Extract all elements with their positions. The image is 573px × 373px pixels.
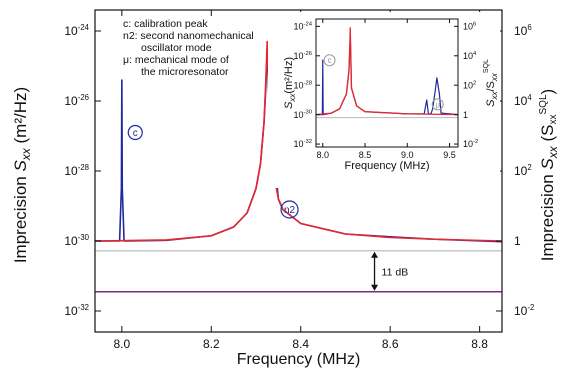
inset-annotation-circle [323,54,336,67]
x-axis-label: Frequency (MHz) [237,351,361,368]
y-tick-label-right: 1 [463,110,468,120]
y-tick-label-right: 10-2 [463,139,478,149]
inset-y-axis-label-left: Sxx(m²/Hz) [283,57,297,109]
y-tick-label-left: 10-26 [294,51,312,61]
x-tick-label: 8.2 [203,337,220,351]
x-tick-label: 8.6 [382,337,399,351]
y-tick-label-right: 10-2 [514,303,534,318]
series-line-1 [94,40,503,242]
annotation-label: n2 [284,205,296,216]
y-tick-label-right: 106 [463,21,476,31]
y-tick-label-left: 10-30 [294,110,313,120]
y-tick-label-left: 10-32 [64,303,89,318]
y-tick-label-right: 106 [514,23,532,38]
arrow-head-up [371,251,379,258]
y-tick-label-right: 102 [514,163,532,178]
arrow-head-down [371,284,379,291]
y-tick-label-right: 104 [514,93,532,108]
y-tick-label-left: 10-30 [64,233,89,248]
legend-text-line: the microresonator [141,66,229,78]
x-tick-label: 9.0 [401,150,414,160]
x-tick-label: 8.4 [292,337,309,351]
y-tick-label-left: 10-28 [64,163,89,178]
y-tick-label-right: 102 [463,80,476,90]
y-tick-label-right: 104 [463,51,477,61]
x-tick-label: 8.0 [113,337,130,351]
y-tick-label-left: 10-24 [64,23,89,38]
annotation-circle [280,200,299,219]
x-axis-label: Frequency (MHz) [345,160,430,172]
plot-frame [315,18,459,148]
inset-annotation-label: μ [435,100,440,109]
x-tick-label: 8.8 [471,337,488,351]
y-tick-label-left: 10-28 [294,80,312,90]
y-axis-label-right: Imprecision Sxx (SxxSQL) [538,89,560,261]
legend-text-line: c: calibration peak [123,18,208,30]
x-tick-label: 8.5 [359,150,372,160]
inset-annotation-circle [431,98,444,111]
y-tick-label-left: 10-26 [64,93,89,108]
legend-text-line: oscillator mode [141,42,212,54]
y-tick-label-left: 10-24 [294,21,313,31]
legend-text-line: μ: mechanical mode of [123,54,229,66]
annotation-label: c [133,128,138,139]
main-chart: 8.0 8.2 8.4 8.6 8.8 10-24 10-26 10-28 10-30 10-32… [11,9,560,368]
annotation-label: 11 dB [382,266,409,278]
legend-text-line: n2: second nanomechanical [123,30,254,42]
y-tick-label-right: 1 [514,234,521,248]
x-tick-label: 9.5 [443,150,456,160]
inset-annotation-label: c [328,56,332,65]
x-tick-label: 8.0 [317,150,330,160]
y-tick-label-left: 10-32 [294,139,312,149]
annotation-circle [127,124,143,141]
inset-y-axis-label-right: Sxx/SxxSQL [483,59,499,107]
series-line-1 [315,27,459,116]
y-axis-label-left: Imprecision Sxx (m²/Hz) [11,87,33,263]
inset-chart: 8.0 8.5 9.0 9.5 10-24 10-26 10-28 10-30 10-32 106… [268,12,500,188]
inset-background [268,12,500,188]
